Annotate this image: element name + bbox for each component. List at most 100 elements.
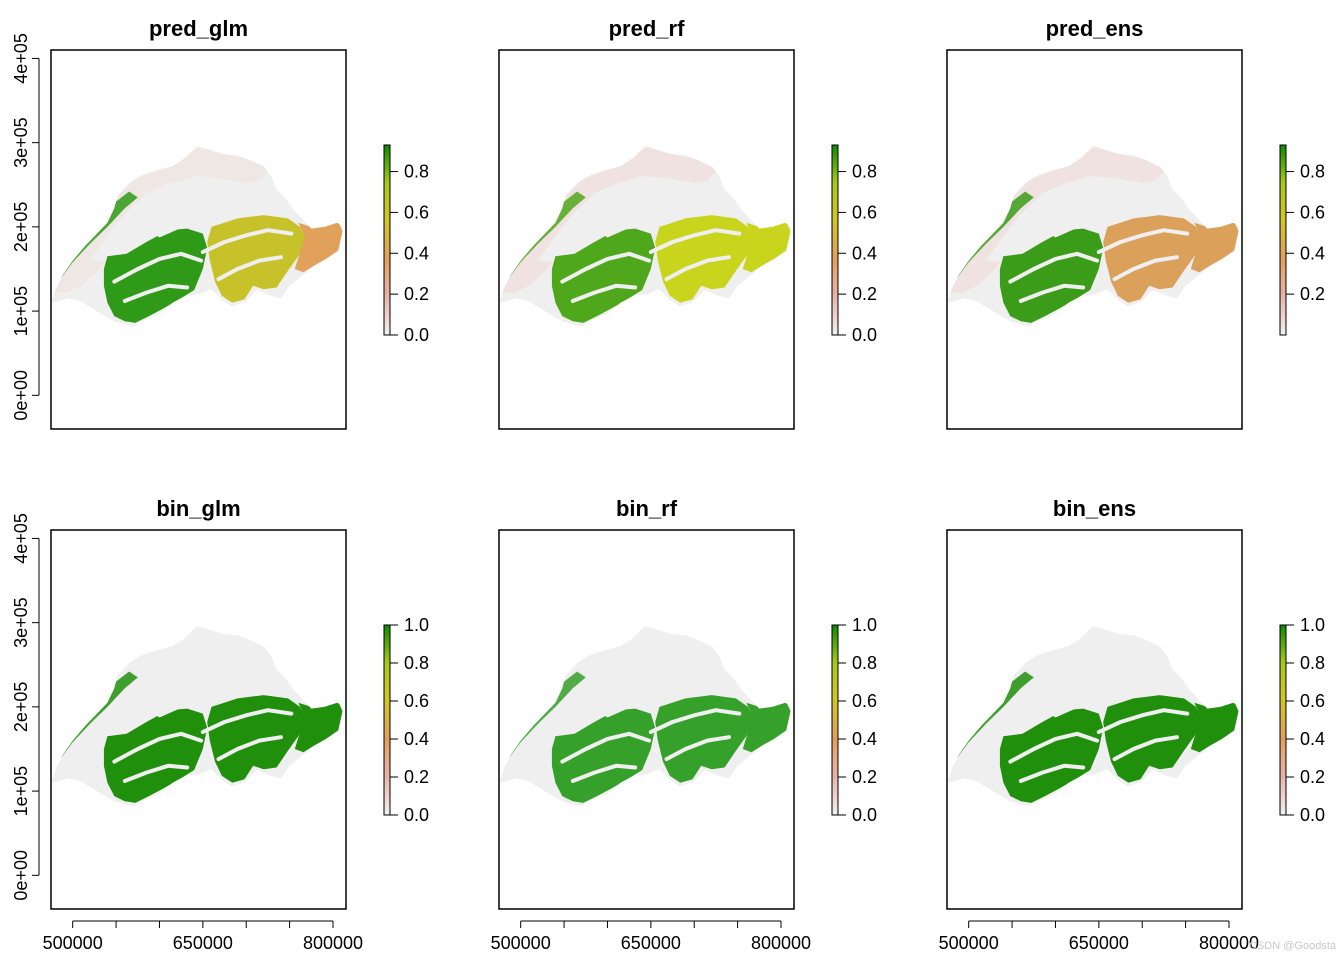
raster-map — [499, 146, 792, 327]
y-tick-label: 1e+05 — [11, 286, 31, 337]
raster-valley — [1053, 219, 1093, 238]
legend-tick-label: 0.0 — [852, 805, 877, 825]
panel-bin-rf: bin_rf 500000 650000 800000 0.0 0.2 0.4 0.6 0.8 1… — [491, 496, 877, 953]
plot-frame — [946, 529, 1243, 910]
legend-tick-label: 0.6 — [1300, 691, 1325, 711]
legend-tick-label: 0.6 — [852, 202, 877, 222]
x-tick-label: 650000 — [1069, 933, 1129, 953]
raster-valley — [570, 283, 638, 303]
raster-valley — [122, 763, 190, 783]
raster-map — [51, 146, 344, 327]
raster-region-jura — [55, 191, 138, 286]
y-tick-label: 4e+05 — [11, 513, 31, 564]
legend-tick-label: 0.2 — [404, 284, 429, 304]
legend-tick-label: 0.6 — [404, 691, 429, 711]
legend-tick-label: 0.0 — [404, 805, 429, 825]
legend-tick-label: 0.2 — [404, 767, 429, 787]
legend-colorbar — [831, 624, 839, 816]
legend-colorbar — [1279, 144, 1287, 336]
legend-tick-label: 0.8 — [852, 162, 877, 182]
x-tick-label: 500000 — [43, 933, 103, 953]
raster-valley — [605, 699, 645, 718]
raster-valley — [200, 228, 294, 255]
legend-colorbar — [383, 144, 391, 336]
raster-region-jura — [951, 671, 1034, 766]
raster-region-jura — [503, 671, 586, 766]
legend: 0.0 0.2 0.4 0.6 0.8 — [383, 144, 429, 345]
legend-tick-label: 0.2 — [1300, 284, 1325, 304]
raster-region-plateau — [90, 656, 271, 743]
plot-frame — [498, 49, 795, 430]
raster-map — [51, 626, 344, 807]
raster-valley — [560, 731, 652, 764]
legend-tick-label: 0.0 — [1300, 805, 1325, 825]
raster-valley — [1018, 283, 1086, 303]
legend-tick-label: 0.8 — [404, 653, 429, 673]
raster-valley — [216, 255, 283, 282]
raster-valley — [1112, 735, 1179, 762]
x-tick-label: 800000 — [751, 933, 811, 953]
raster-valley — [1018, 763, 1086, 783]
raster-valley — [1053, 699, 1093, 718]
raster-region-southeast — [1103, 215, 1203, 303]
x-tick-label: 800000 — [303, 933, 363, 953]
raster-valley — [200, 708, 294, 735]
raster-valley — [560, 251, 652, 284]
raster-region-plateau — [538, 176, 719, 263]
raster-valley — [216, 735, 283, 762]
y-tick-label: 0e+00 — [11, 850, 31, 901]
raster-valley — [648, 708, 742, 735]
raster-region-east — [1190, 221, 1239, 273]
raster-map — [947, 146, 1240, 327]
panel-title: bin_ens — [1053, 496, 1136, 521]
legend-tick-label: 0.6 — [404, 202, 429, 222]
panel-pred-ens: pred_ens 0.2 0.4 0.6 0.8 — [946, 16, 1325, 430]
raster-valley — [1112, 255, 1179, 282]
legend-tick-label: 0.6 — [852, 691, 877, 711]
raster-valley — [570, 763, 638, 783]
raster-region-southeast — [1103, 695, 1203, 783]
x-tick-label: 650000 — [173, 933, 233, 953]
raster-region-east — [294, 221, 343, 273]
y-tick-label: 1e+05 — [11, 766, 31, 817]
raster-map — [947, 626, 1240, 807]
raster-region-jura — [503, 191, 586, 286]
raster-region-east — [1190, 701, 1239, 753]
y-tick-label: 3e+05 — [11, 597, 31, 648]
x-tick-label: 500000 — [939, 933, 999, 953]
panel-title: bin_rf — [616, 496, 678, 521]
raster-region-southeast — [207, 215, 307, 303]
raster-region-southeast — [655, 215, 755, 303]
raster-region-east — [294, 701, 343, 753]
raster-valley — [648, 228, 742, 255]
plot-frame — [50, 529, 347, 910]
panel-title: pred_rf — [609, 16, 685, 41]
legend: 0.0 0.2 0.4 0.6 0.8 1.0 — [1279, 615, 1325, 825]
y-tick-label: 4e+05 — [11, 33, 31, 84]
legend: 0.2 0.4 0.6 0.8 — [1279, 144, 1325, 336]
legend-tick-label: 1.0 — [1300, 615, 1325, 635]
legend-colorbar — [383, 624, 391, 816]
legend-tick-label: 0.4 — [852, 729, 877, 749]
raster-valley — [1008, 251, 1100, 284]
panel-title: bin_glm — [156, 496, 240, 521]
raster-region-jura — [951, 191, 1034, 286]
raster-valley — [664, 735, 731, 762]
raster-region-east — [742, 701, 791, 753]
legend-tick-label: 0.4 — [852, 243, 877, 263]
x-tick-label: 500000 — [491, 933, 551, 953]
plot-frame — [498, 529, 795, 910]
y-tick-label: 3e+05 — [11, 117, 31, 168]
raster-valley — [1008, 731, 1100, 764]
raster-valley — [605, 219, 645, 238]
raster-region-southeast — [655, 695, 755, 783]
raster-region-plateau — [538, 656, 719, 743]
raster-valley — [1096, 228, 1190, 255]
panel-bin-glm: bin_glm 0e+00 1e+05 2e+05 3e+05 4e+05 500000 65… — [11, 496, 429, 953]
panel-pred-glm: pred_glm0e+001e+052e+053e+054e+050.00.20… — [11, 16, 429, 430]
legend-tick-label: 0.2 — [852, 767, 877, 787]
legend-tick-label: 0.4 — [1300, 243, 1325, 263]
legend-tick-label: 0.4 — [404, 729, 429, 749]
raster-valley — [664, 255, 731, 282]
